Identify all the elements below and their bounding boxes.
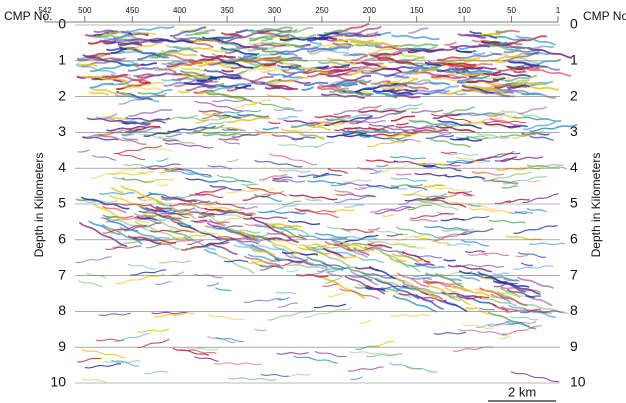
reflector xyxy=(149,57,169,59)
y-tick-label-left: 4 xyxy=(58,159,66,175)
y-tick-label-left: 1 xyxy=(58,52,66,68)
reflector xyxy=(466,308,478,309)
x-tick-label: 300 xyxy=(268,6,282,15)
y-tick-label-left: 5 xyxy=(58,195,66,211)
y-tick-label-right: 7 xyxy=(570,266,578,282)
y-tick-label-right: 4 xyxy=(570,159,578,175)
reflector xyxy=(454,93,466,94)
y-tick-label-left: 8 xyxy=(58,302,66,318)
x-tick-label: 500 xyxy=(78,6,92,15)
x-tick-label: 100 xyxy=(457,6,471,15)
reflector xyxy=(384,94,396,95)
x-axis-label-right: CMP No. xyxy=(583,9,626,23)
chart: 0011223344556677889910105425004504003503… xyxy=(0,0,626,403)
y-tick-label-right: 5 xyxy=(570,195,578,211)
reflector xyxy=(480,34,500,35)
reflector xyxy=(219,139,239,141)
y-tick-label-left: 2 xyxy=(58,87,66,103)
y-tick-label-left: 3 xyxy=(58,123,66,139)
y-tick-label-right: 6 xyxy=(570,231,578,247)
reflector xyxy=(220,135,236,136)
page: {"chart_data": {"type": "seismic", "x_la… xyxy=(0,0,626,403)
reflector xyxy=(220,49,240,50)
x-tick-label: 250 xyxy=(315,6,329,15)
x-tick-label: 150 xyxy=(410,6,424,15)
x-tick-label: 50 xyxy=(507,6,516,15)
y-tick-label-left: 6 xyxy=(58,231,66,247)
y-tick-label-right: 9 xyxy=(570,338,578,354)
y-tick-label-left: 9 xyxy=(58,338,66,354)
y-tick-label-right: 8 xyxy=(570,302,578,318)
reflector xyxy=(496,31,508,32)
y-tick-label-right: 2 xyxy=(570,87,578,103)
y-axis-label-left: Depth in Kilometers xyxy=(32,153,46,258)
y-tick-label-right: 10 xyxy=(570,374,586,390)
y-tick-label-right: 0 xyxy=(570,16,578,32)
y-tick-label-left: 7 xyxy=(58,266,66,282)
y-tick-label-left: 10 xyxy=(50,374,66,390)
x-axis-label-left: CMP No. xyxy=(4,9,52,23)
x-tick-label: 350 xyxy=(220,6,234,15)
x-tick-label: 200 xyxy=(363,6,377,15)
y-tick-label-left: 0 xyxy=(58,16,66,32)
x-tick-label: 1 xyxy=(556,6,561,15)
x-tick-label: 400 xyxy=(173,6,187,15)
scale-bar-label: 2 km xyxy=(508,384,536,399)
y-tick-label-right: 1 xyxy=(570,52,578,68)
y-axis-label-right: Depth in Kilometers xyxy=(589,153,603,258)
reflector xyxy=(329,48,349,49)
x-tick-label: 450 xyxy=(126,6,140,15)
y-tick-label-right: 3 xyxy=(570,123,578,139)
reflector xyxy=(522,93,542,94)
